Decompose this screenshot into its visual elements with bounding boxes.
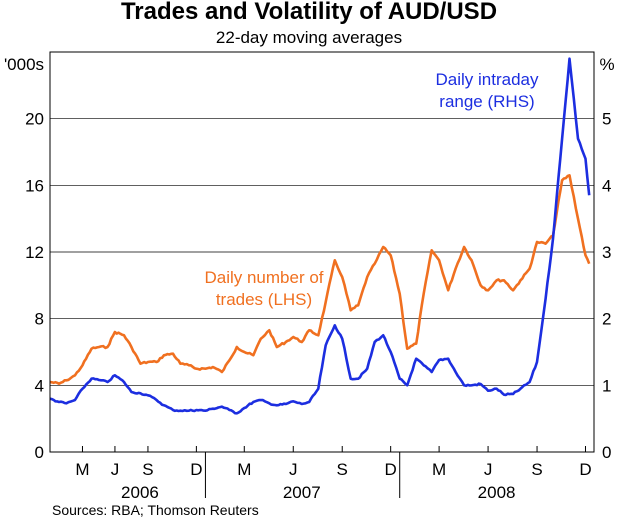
month-tick-label: J [289, 460, 298, 479]
left-tick-label: 20 [25, 110, 44, 129]
month-tick-label: S [531, 460, 542, 479]
source-note: Sources: RBA; Thomson Reuters [52, 502, 259, 518]
month-tick-label: S [337, 460, 348, 479]
gridlines [50, 118, 594, 386]
left-axis-unit: '000s [4, 55, 44, 74]
right-tick-label: 3 [602, 243, 611, 262]
right-tick-label: 0 [602, 443, 611, 462]
month-tick-label: J [111, 460, 120, 479]
left-tick-label: 0 [35, 443, 44, 462]
year-label: 2006 [121, 483, 159, 502]
left-axis: 0 4 8 12 16 20 [25, 110, 44, 462]
chart-subtitle: 22-day moving averages [216, 28, 402, 47]
right-tick-label: 2 [602, 310, 611, 329]
range-series-label: Daily intraday [436, 70, 539, 89]
month-tick-label: J [484, 460, 493, 479]
month-tick-label: M [237, 460, 251, 479]
trades-series-label: Daily number of [204, 268, 323, 287]
right-tick-label: 4 [602, 176, 611, 195]
series-line-intraday-range [49, 57, 591, 415]
series-layer [49, 57, 591, 415]
right-tick-label: 5 [602, 110, 611, 129]
month-tick-label: S [142, 460, 153, 479]
trades-series-label: trades (LHS) [216, 290, 312, 309]
left-tick-label: 12 [25, 243, 44, 262]
month-tick-label: D [579, 460, 591, 479]
range-series-label: range (RHS) [439, 92, 534, 111]
series-line-trades [49, 174, 591, 385]
left-tick-label: 8 [35, 310, 44, 329]
month-tick-label: M [432, 460, 446, 479]
year-label: 2007 [283, 483, 321, 502]
right-tick-label: 1 [602, 376, 611, 395]
right-axis-unit: % [599, 55, 614, 74]
x-axis: M J S D M J S D M J S D 2006 2007 2008 [75, 446, 592, 502]
right-axis: 0 1 2 3 4 5 [602, 110, 611, 462]
plot-frame [49, 51, 595, 453]
month-tick-label: M [75, 460, 89, 479]
month-tick-label: D [190, 460, 202, 479]
month-tick-label: D [385, 460, 397, 479]
left-tick-label: 4 [35, 376, 44, 395]
left-tick-label: 16 [25, 176, 44, 195]
chart-title: Trades and Volatility of AUD/USD [121, 0, 497, 25]
annotations: Daily number of trades (LHS) Daily intrada… [204, 70, 539, 309]
year-label: 2008 [478, 483, 516, 502]
